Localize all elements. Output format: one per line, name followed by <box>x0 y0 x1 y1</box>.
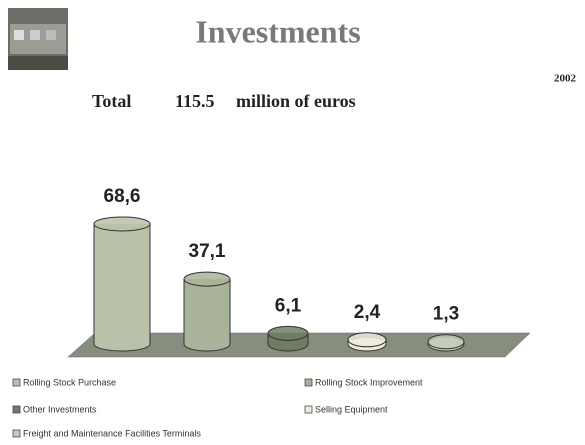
year: 2002 <box>554 73 577 85</box>
photo <box>8 8 68 70</box>
value-label: 1,3 <box>433 304 459 325</box>
legend-label: Other Investments <box>23 404 97 414</box>
chart-title: Investments <box>195 13 360 49</box>
legend-label: Rolling Stock Purchase <box>23 377 116 387</box>
total-label: Total <box>92 91 131 111</box>
legend-label: Rolling Stock Improvement <box>315 377 423 387</box>
legend-swatch <box>304 405 313 414</box>
cylinder-top <box>183 271 231 287</box>
value-label: 68,6 <box>104 186 141 207</box>
legend-swatch <box>304 378 313 387</box>
value-label: 2,4 <box>354 302 381 323</box>
cylinder-top <box>427 334 465 350</box>
bar <box>94 223 150 344</box>
cylinder-top <box>267 325 309 341</box>
legend-label: Freight and Maintenance Facilities Termi… <box>23 428 201 438</box>
cylinder-top <box>93 216 151 232</box>
legend-swatch <box>12 378 21 387</box>
bar <box>184 279 230 344</box>
legend-swatch <box>12 405 21 414</box>
total-value: 115.5 <box>175 91 215 111</box>
cylinder-top <box>347 332 387 348</box>
total-unit: million of euros <box>236 91 356 111</box>
value-label: 6,1 <box>275 295 302 316</box>
legend-label: Selling Equipment <box>315 404 388 414</box>
legend-swatch <box>12 429 21 438</box>
value-label: 37,1 <box>189 241 226 262</box>
